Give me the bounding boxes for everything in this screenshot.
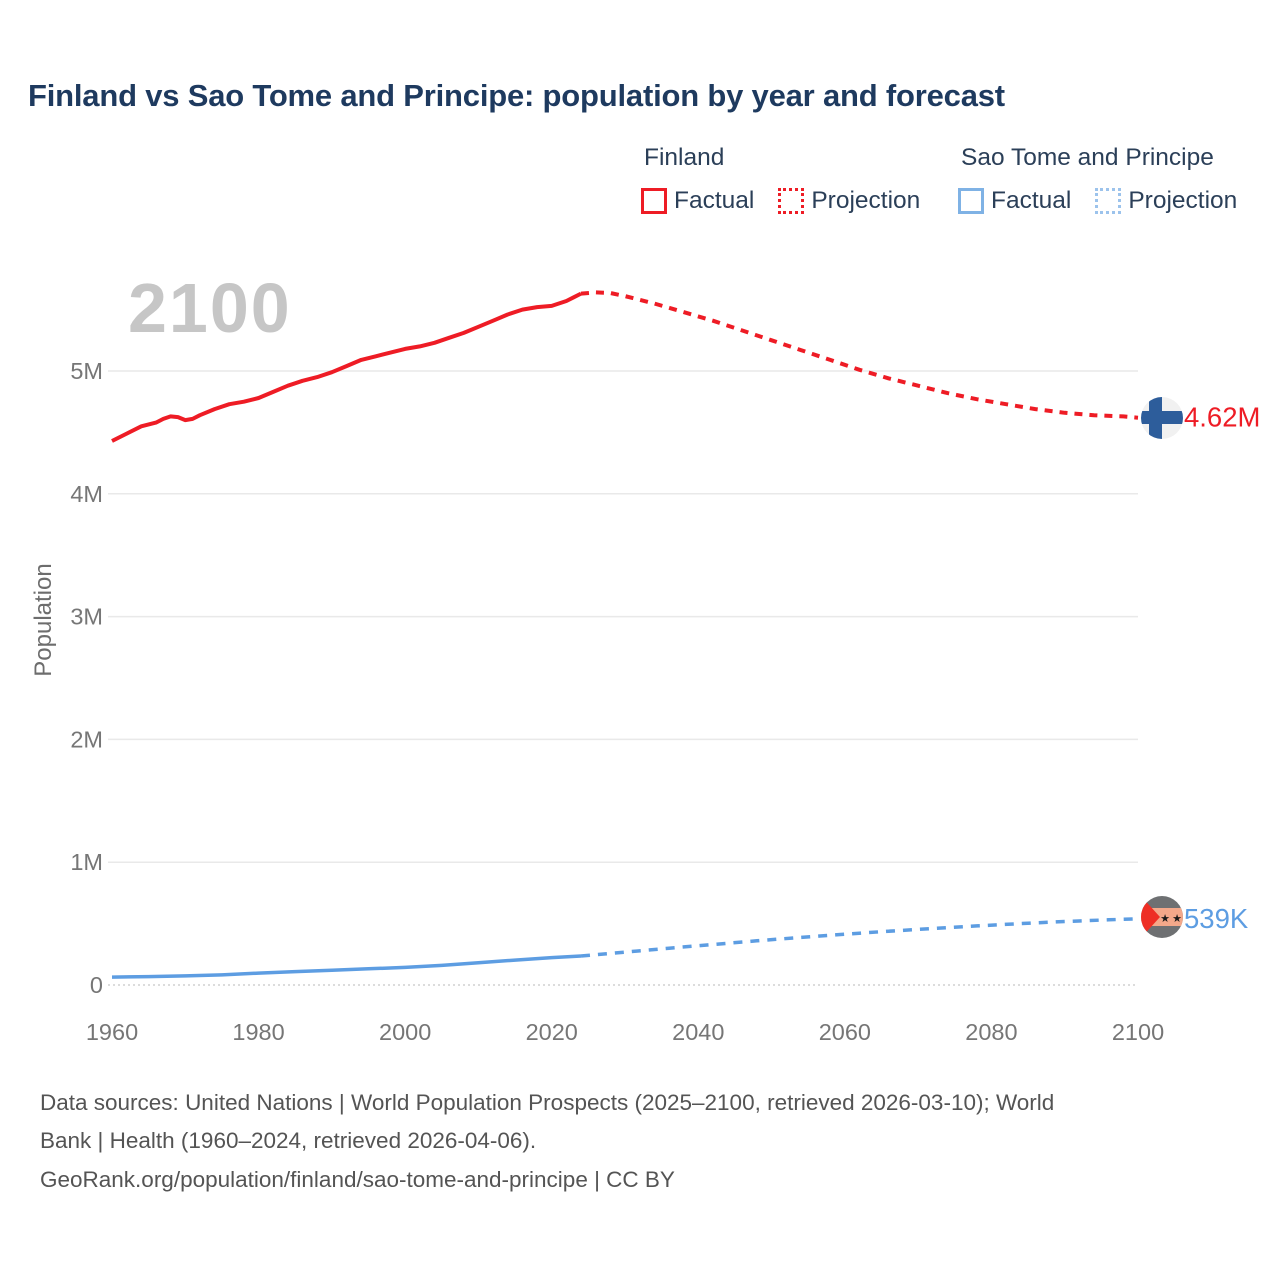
x-tick-label: 2080 bbox=[965, 1019, 1017, 1045]
y-tick-label: 2M bbox=[70, 726, 103, 752]
x-tick-label: 2060 bbox=[819, 1019, 871, 1045]
legend-label: Projection bbox=[811, 187, 921, 214]
x-tick-label: 2040 bbox=[672, 1019, 724, 1045]
legend-title-finland: Finland bbox=[644, 144, 725, 171]
finland-projection-swatch-icon bbox=[778, 188, 805, 214]
svg-text:★: ★ bbox=[1172, 913, 1182, 925]
y-tick-label: 4M bbox=[70, 481, 103, 507]
finland-flag-icon bbox=[1141, 397, 1183, 439]
x-tick-label: 1980 bbox=[232, 1019, 284, 1045]
finland-end-label: 4.62M bbox=[1184, 402, 1260, 433]
sao-tome-end-label: 539K bbox=[1184, 903, 1249, 934]
data-sources-line2: Bank | Health (1960–2024, retrieved 2026… bbox=[40, 1128, 537, 1153]
series-sao-tome-factual bbox=[111, 954, 582, 979]
legend-label: Projection bbox=[1128, 187, 1238, 214]
legend-group-sao-tome: Sao Tome and Principe Factual Projection bbox=[958, 144, 1237, 215]
flags-layer: ★ ★ bbox=[1141, 397, 1183, 938]
legend-title-sao-tome: Sao Tome and Principe bbox=[961, 144, 1214, 171]
data-sources-line1: Data sources: United Nations | World Pop… bbox=[40, 1090, 1055, 1115]
legend-item-finland-projection[interactable]: Projection bbox=[778, 187, 920, 215]
sao-tome-projection-swatch-icon bbox=[1095, 188, 1122, 214]
y-tick-label: 1M bbox=[70, 849, 103, 875]
y-tick-label: 3M bbox=[70, 604, 103, 630]
year-watermark: 2100 bbox=[128, 269, 292, 347]
x-tick-label: 2000 bbox=[379, 1019, 431, 1045]
legend-item-sao-tome-factual[interactable]: Factual bbox=[958, 187, 1071, 215]
legend-item-sao-tome-projection[interactable]: Projection bbox=[1095, 187, 1237, 215]
legend-label: Factual bbox=[991, 187, 1072, 214]
legend-group-finland: Finland Factual Projection bbox=[641, 144, 920, 215]
attribution-link: GeoRank.org/population/finland/sao-tome-… bbox=[40, 1167, 675, 1192]
x-tick-label: 1960 bbox=[86, 1019, 138, 1045]
x-tick-label: 2020 bbox=[526, 1019, 578, 1045]
legend-label: Factual bbox=[674, 187, 755, 214]
sao-tome-flag-icon: ★ ★ bbox=[1141, 896, 1183, 938]
svg-text:★: ★ bbox=[1160, 913, 1170, 925]
legend-item-finland-factual[interactable]: Factual bbox=[641, 187, 754, 215]
series-sao-tome-projection bbox=[580, 917, 1139, 958]
finland-factual-swatch-icon bbox=[641, 188, 667, 214]
y-tick-label: 5M bbox=[70, 358, 103, 384]
series-finland-factual bbox=[111, 291, 582, 443]
page-title: Finland vs Sao Tome and Principe: popula… bbox=[28, 78, 1005, 113]
series-finland-projection bbox=[580, 290, 1139, 420]
y-tick-label: 0 bbox=[90, 972, 103, 998]
x-tick-label: 2100 bbox=[1112, 1019, 1164, 1045]
sao-tome-factual-swatch-icon bbox=[958, 188, 984, 214]
